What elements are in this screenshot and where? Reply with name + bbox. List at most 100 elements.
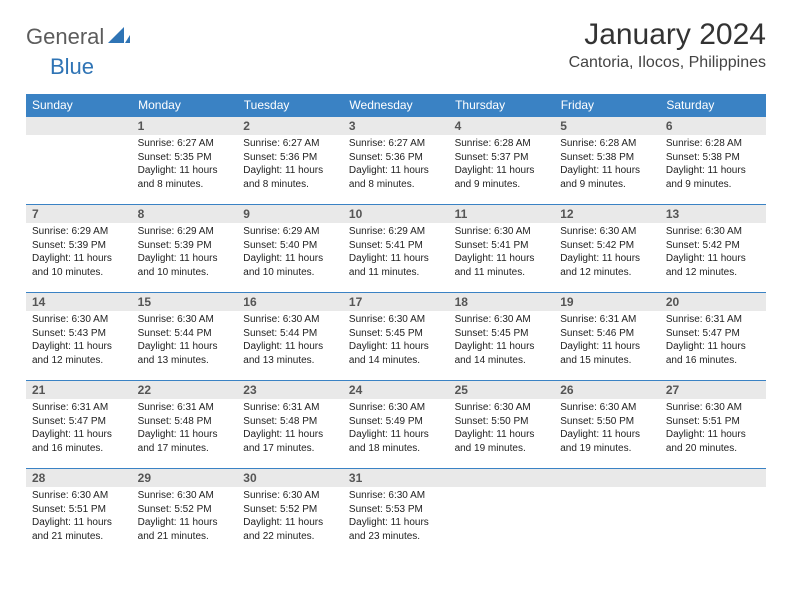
daylight-line2: and 12 minutes. [666, 266, 760, 280]
sunset-text: Sunset: 5:36 PM [243, 151, 337, 165]
daylight-line2: and 12 minutes. [32, 354, 126, 368]
daylight-line2: and 14 minutes. [455, 354, 549, 368]
calendar-day-cell [26, 117, 132, 205]
calendar-day-cell: 7Sunrise: 6:29 AMSunset: 5:39 PMDaylight… [26, 205, 132, 293]
calendar-day-cell: 16Sunrise: 6:30 AMSunset: 5:44 PMDayligh… [237, 293, 343, 381]
sunrise-text: Sunrise: 6:30 AM [666, 225, 760, 239]
daylight-line1: Daylight: 11 hours [349, 252, 443, 266]
day-body: Sunrise: 6:29 AMSunset: 5:39 PMDaylight:… [26, 223, 132, 283]
sunrise-text: Sunrise: 6:27 AM [243, 137, 337, 151]
sunrise-text: Sunrise: 6:30 AM [666, 401, 760, 415]
calendar-table: SundayMondayTuesdayWednesdayThursdayFrid… [26, 94, 766, 557]
daylight-line1: Daylight: 11 hours [138, 252, 232, 266]
location: Cantoria, Ilocos, Philippines [569, 54, 766, 72]
sunrise-text: Sunrise: 6:30 AM [32, 313, 126, 327]
calendar-week-row: 7Sunrise: 6:29 AMSunset: 5:39 PMDaylight… [26, 205, 766, 293]
sunset-text: Sunset: 5:46 PM [560, 327, 654, 341]
calendar-day-cell: 6Sunrise: 6:28 AMSunset: 5:38 PMDaylight… [660, 117, 766, 205]
weekday-header: Thursday [449, 94, 555, 117]
day-number: 31 [343, 469, 449, 487]
weekday-header: Monday [132, 94, 238, 117]
sunset-text: Sunset: 5:51 PM [666, 415, 760, 429]
daylight-line1: Daylight: 11 hours [666, 428, 760, 442]
day-number: 2 [237, 117, 343, 135]
day-number: 3 [343, 117, 449, 135]
daylight-line1: Daylight: 11 hours [138, 164, 232, 178]
sunset-text: Sunset: 5:45 PM [349, 327, 443, 341]
day-number: 25 [449, 381, 555, 399]
sunset-text: Sunset: 5:48 PM [243, 415, 337, 429]
day-number: 22 [132, 381, 238, 399]
sunrise-text: Sunrise: 6:29 AM [138, 225, 232, 239]
calendar-day-cell: 15Sunrise: 6:30 AMSunset: 5:44 PMDayligh… [132, 293, 238, 381]
day-number: 17 [343, 293, 449, 311]
calendar-day-cell: 23Sunrise: 6:31 AMSunset: 5:48 PMDayligh… [237, 381, 343, 469]
calendar-day-cell: 11Sunrise: 6:30 AMSunset: 5:41 PMDayligh… [449, 205, 555, 293]
daylight-line2: and 10 minutes. [32, 266, 126, 280]
daylight-line1: Daylight: 11 hours [560, 428, 654, 442]
daylight-line2: and 11 minutes. [349, 266, 443, 280]
daylight-line2: and 8 minutes. [138, 178, 232, 192]
day-body: Sunrise: 6:30 AMSunset: 5:44 PMDaylight:… [237, 311, 343, 371]
logo-sail-icon [108, 25, 130, 50]
day-number: 14 [26, 293, 132, 311]
daylight-line2: and 8 minutes. [243, 178, 337, 192]
sunrise-text: Sunrise: 6:31 AM [138, 401, 232, 415]
calendar-day-cell: 12Sunrise: 6:30 AMSunset: 5:42 PMDayligh… [554, 205, 660, 293]
title-block: January 2024 Cantoria, Ilocos, Philippin… [569, 18, 766, 72]
day-number: 18 [449, 293, 555, 311]
logo-text-blue: Blue [50, 54, 94, 80]
calendar-day-cell: 29Sunrise: 6:30 AMSunset: 5:52 PMDayligh… [132, 469, 238, 557]
sunrise-text: Sunrise: 6:30 AM [243, 313, 337, 327]
daylight-line2: and 23 minutes. [349, 530, 443, 544]
calendar-day-cell: 2 Sunrise: 6:27 AMSunset: 5:36 PMDaylight… [237, 117, 343, 205]
weekday-header: Tuesday [237, 94, 343, 117]
day-body: Sunrise: 6:30 AMSunset: 5:45 PMDaylight:… [449, 311, 555, 371]
sunset-text: Sunset: 5:52 PM [243, 503, 337, 517]
daylight-line1: Daylight: 11 hours [243, 164, 337, 178]
daylight-line1: Daylight: 11 hours [349, 340, 443, 354]
sunset-text: Sunset: 5:47 PM [666, 327, 760, 341]
daylight-line1: Daylight: 11 hours [243, 252, 337, 266]
daylight-line2: and 21 minutes. [138, 530, 232, 544]
daylight-line1: Daylight: 11 hours [455, 340, 549, 354]
sunset-text: Sunset: 5:50 PM [560, 415, 654, 429]
daylight-line1: Daylight: 11 hours [455, 252, 549, 266]
calendar-day-cell: 3Sunrise: 6:27 AMSunset: 5:36 PMDaylight… [343, 117, 449, 205]
sunrise-text: Sunrise: 6:29 AM [349, 225, 443, 239]
calendar-day-cell: 8Sunrise: 6:29 AMSunset: 5:39 PMDaylight… [132, 205, 238, 293]
daylight-line2: and 22 minutes. [243, 530, 337, 544]
sunset-text: Sunset: 5:39 PM [138, 239, 232, 253]
day-body: Sunrise: 6:31 AMSunset: 5:47 PMDaylight:… [26, 399, 132, 459]
day-body: Sunrise: 6:30 AMSunset: 5:50 PMDaylight:… [449, 399, 555, 459]
daylight-line2: and 16 minutes. [32, 442, 126, 456]
daylight-line2: and 13 minutes. [243, 354, 337, 368]
daylight-line1: Daylight: 11 hours [32, 252, 126, 266]
daylight-line2: and 11 minutes. [455, 266, 549, 280]
sunset-text: Sunset: 5:53 PM [349, 503, 443, 517]
day-body: Sunrise: 6:28 AMSunset: 5:38 PMDaylight:… [660, 135, 766, 195]
sunrise-text: Sunrise: 6:30 AM [243, 489, 337, 503]
calendar-day-cell: 20Sunrise: 6:31 AMSunset: 5:47 PMDayligh… [660, 293, 766, 381]
sunset-text: Sunset: 5:45 PM [455, 327, 549, 341]
sunrise-text: Sunrise: 6:30 AM [138, 313, 232, 327]
calendar-header-row: SundayMondayTuesdayWednesdayThursdayFrid… [26, 94, 766, 117]
day-number: 4 [449, 117, 555, 135]
day-body: Sunrise: 6:27 AMSunset: 5:36 PMDaylight:… [343, 135, 449, 195]
sunrise-text: Sunrise: 6:30 AM [455, 401, 549, 415]
daylight-line1: Daylight: 11 hours [243, 340, 337, 354]
empty-day [660, 469, 766, 487]
month-title: January 2024 [569, 18, 766, 52]
calendar-day-cell: 17Sunrise: 6:30 AMSunset: 5:45 PMDayligh… [343, 293, 449, 381]
sunset-text: Sunset: 5:44 PM [243, 327, 337, 341]
sunset-text: Sunset: 5:41 PM [349, 239, 443, 253]
weekday-header: Sunday [26, 94, 132, 117]
sunset-text: Sunset: 5:40 PM [243, 239, 337, 253]
sunrise-text: Sunrise: 6:27 AM [138, 137, 232, 151]
daylight-line2: and 19 minutes. [455, 442, 549, 456]
day-number: 7 [26, 205, 132, 223]
daylight-line2: and 9 minutes. [455, 178, 549, 192]
daylight-line1: Daylight: 11 hours [243, 516, 337, 530]
calendar-day-cell: 31Sunrise: 6:30 AMSunset: 5:53 PMDayligh… [343, 469, 449, 557]
daylight-line2: and 9 minutes. [666, 178, 760, 192]
